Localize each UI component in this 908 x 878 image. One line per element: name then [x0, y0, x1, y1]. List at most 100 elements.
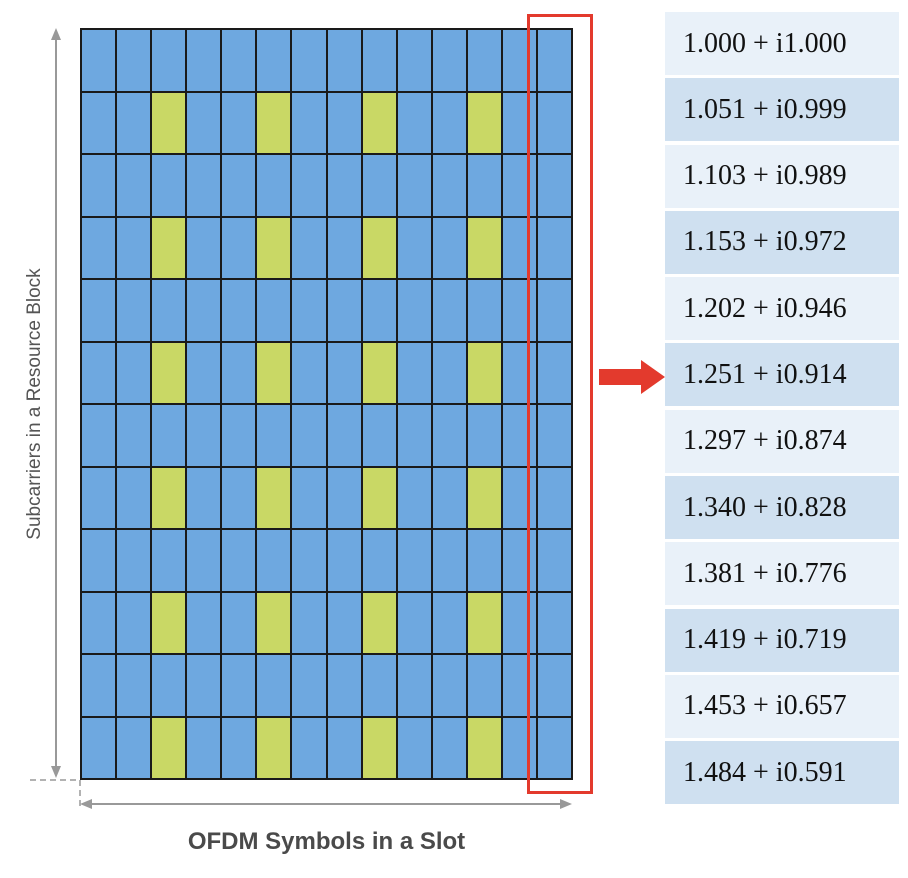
- data-cell: [536, 216, 572, 279]
- data-cell: [116, 716, 152, 779]
- pilot-cell: [151, 91, 187, 154]
- data-cell: [431, 154, 467, 217]
- data-cell: [81, 529, 117, 592]
- data-cell: [501, 591, 537, 654]
- data-cell: [466, 154, 502, 217]
- pilot-cell: [361, 466, 397, 529]
- data-cell: [396, 404, 432, 467]
- channel-values-list: 1.000 + i1.000 1.051 + i0.999 1.103 + i0.9…: [665, 12, 899, 808]
- data-cell: [466, 29, 502, 92]
- data-cell: [186, 529, 222, 592]
- data-cell: [536, 154, 572, 217]
- highlighted-column: [527, 14, 593, 794]
- channel-value: 1.484 + i0.591: [665, 741, 899, 805]
- data-cell: [501, 341, 537, 404]
- data-cell: [221, 341, 257, 404]
- data-cell: [151, 404, 187, 467]
- pilot-cell: [256, 591, 292, 654]
- data-cell: [116, 91, 152, 154]
- data-cell: [221, 654, 257, 717]
- data-cell: [116, 529, 152, 592]
- data-cell: [186, 716, 222, 779]
- right-arrow-icon: [599, 360, 665, 394]
- data-cell: [81, 341, 117, 404]
- data-cell: [291, 341, 327, 404]
- y-axis-label: Subcarriers in a Resource Block: [24, 268, 45, 540]
- pilot-cell: [151, 216, 187, 279]
- data-cell: [116, 154, 152, 217]
- data-cell: [466, 279, 502, 342]
- data-cell: [536, 404, 572, 467]
- pilot-cell: [151, 341, 187, 404]
- data-cell: [361, 654, 397, 717]
- data-cell: [536, 29, 572, 92]
- data-cell: [431, 29, 467, 92]
- data-cell: [221, 716, 257, 779]
- data-cell: [431, 91, 467, 154]
- data-cell: [396, 529, 432, 592]
- data-cell: [116, 341, 152, 404]
- pilot-cell: [466, 216, 502, 279]
- data-cell: [186, 279, 222, 342]
- data-cell: [501, 29, 537, 92]
- channel-value: 1.453 + i0.657: [665, 674, 899, 738]
- data-cell: [116, 29, 152, 92]
- data-cell: [81, 154, 117, 217]
- data-cell: [221, 29, 257, 92]
- data-cell: [291, 716, 327, 779]
- data-cell: [396, 29, 432, 92]
- data-cell: [326, 591, 362, 654]
- data-cell: [116, 591, 152, 654]
- data-cell: [291, 404, 327, 467]
- data-cell: [221, 529, 257, 592]
- pilot-cell: [361, 341, 397, 404]
- data-cell: [186, 91, 222, 154]
- data-cell: [396, 279, 432, 342]
- data-cell: [186, 404, 222, 467]
- data-cell: [501, 216, 537, 279]
- channel-value: 1.251 + i0.914: [665, 343, 899, 407]
- pilot-cell: [256, 216, 292, 279]
- data-cell: [396, 91, 432, 154]
- data-cell: [326, 279, 362, 342]
- data-cell: [291, 29, 327, 92]
- data-cell: [221, 404, 257, 467]
- data-cell: [396, 341, 432, 404]
- data-cell: [326, 404, 362, 467]
- y-axis-arrow-up-icon: [51, 28, 61, 40]
- data-cell: [221, 216, 257, 279]
- data-cell: [116, 216, 152, 279]
- pilot-cell: [466, 91, 502, 154]
- data-cell: [116, 654, 152, 717]
- channel-value: 1.340 + i0.828: [665, 476, 899, 540]
- data-cell: [466, 529, 502, 592]
- data-cell: [501, 716, 537, 779]
- data-cell: [291, 279, 327, 342]
- data-cell: [361, 29, 397, 92]
- data-cell: [256, 279, 292, 342]
- data-cell: [291, 154, 327, 217]
- data-cell: [501, 404, 537, 467]
- channel-value: 1.202 + i0.946: [665, 277, 899, 341]
- pilot-cell: [151, 591, 187, 654]
- data-cell: [186, 154, 222, 217]
- data-cell: [151, 154, 187, 217]
- data-cell: [221, 466, 257, 529]
- data-cell: [256, 654, 292, 717]
- data-cell: [186, 341, 222, 404]
- pilot-cell: [361, 716, 397, 779]
- data-cell: [431, 716, 467, 779]
- data-cell: [536, 341, 572, 404]
- data-cell: [326, 466, 362, 529]
- data-cell: [151, 529, 187, 592]
- data-cell: [501, 529, 537, 592]
- data-cell: [501, 466, 537, 529]
- data-cell: [81, 91, 117, 154]
- data-cell: [431, 279, 467, 342]
- channel-value: 1.419 + i0.719: [665, 608, 899, 672]
- data-cell: [361, 154, 397, 217]
- resource-grid: [80, 28, 573, 780]
- data-cell: [536, 466, 572, 529]
- data-cell: [221, 154, 257, 217]
